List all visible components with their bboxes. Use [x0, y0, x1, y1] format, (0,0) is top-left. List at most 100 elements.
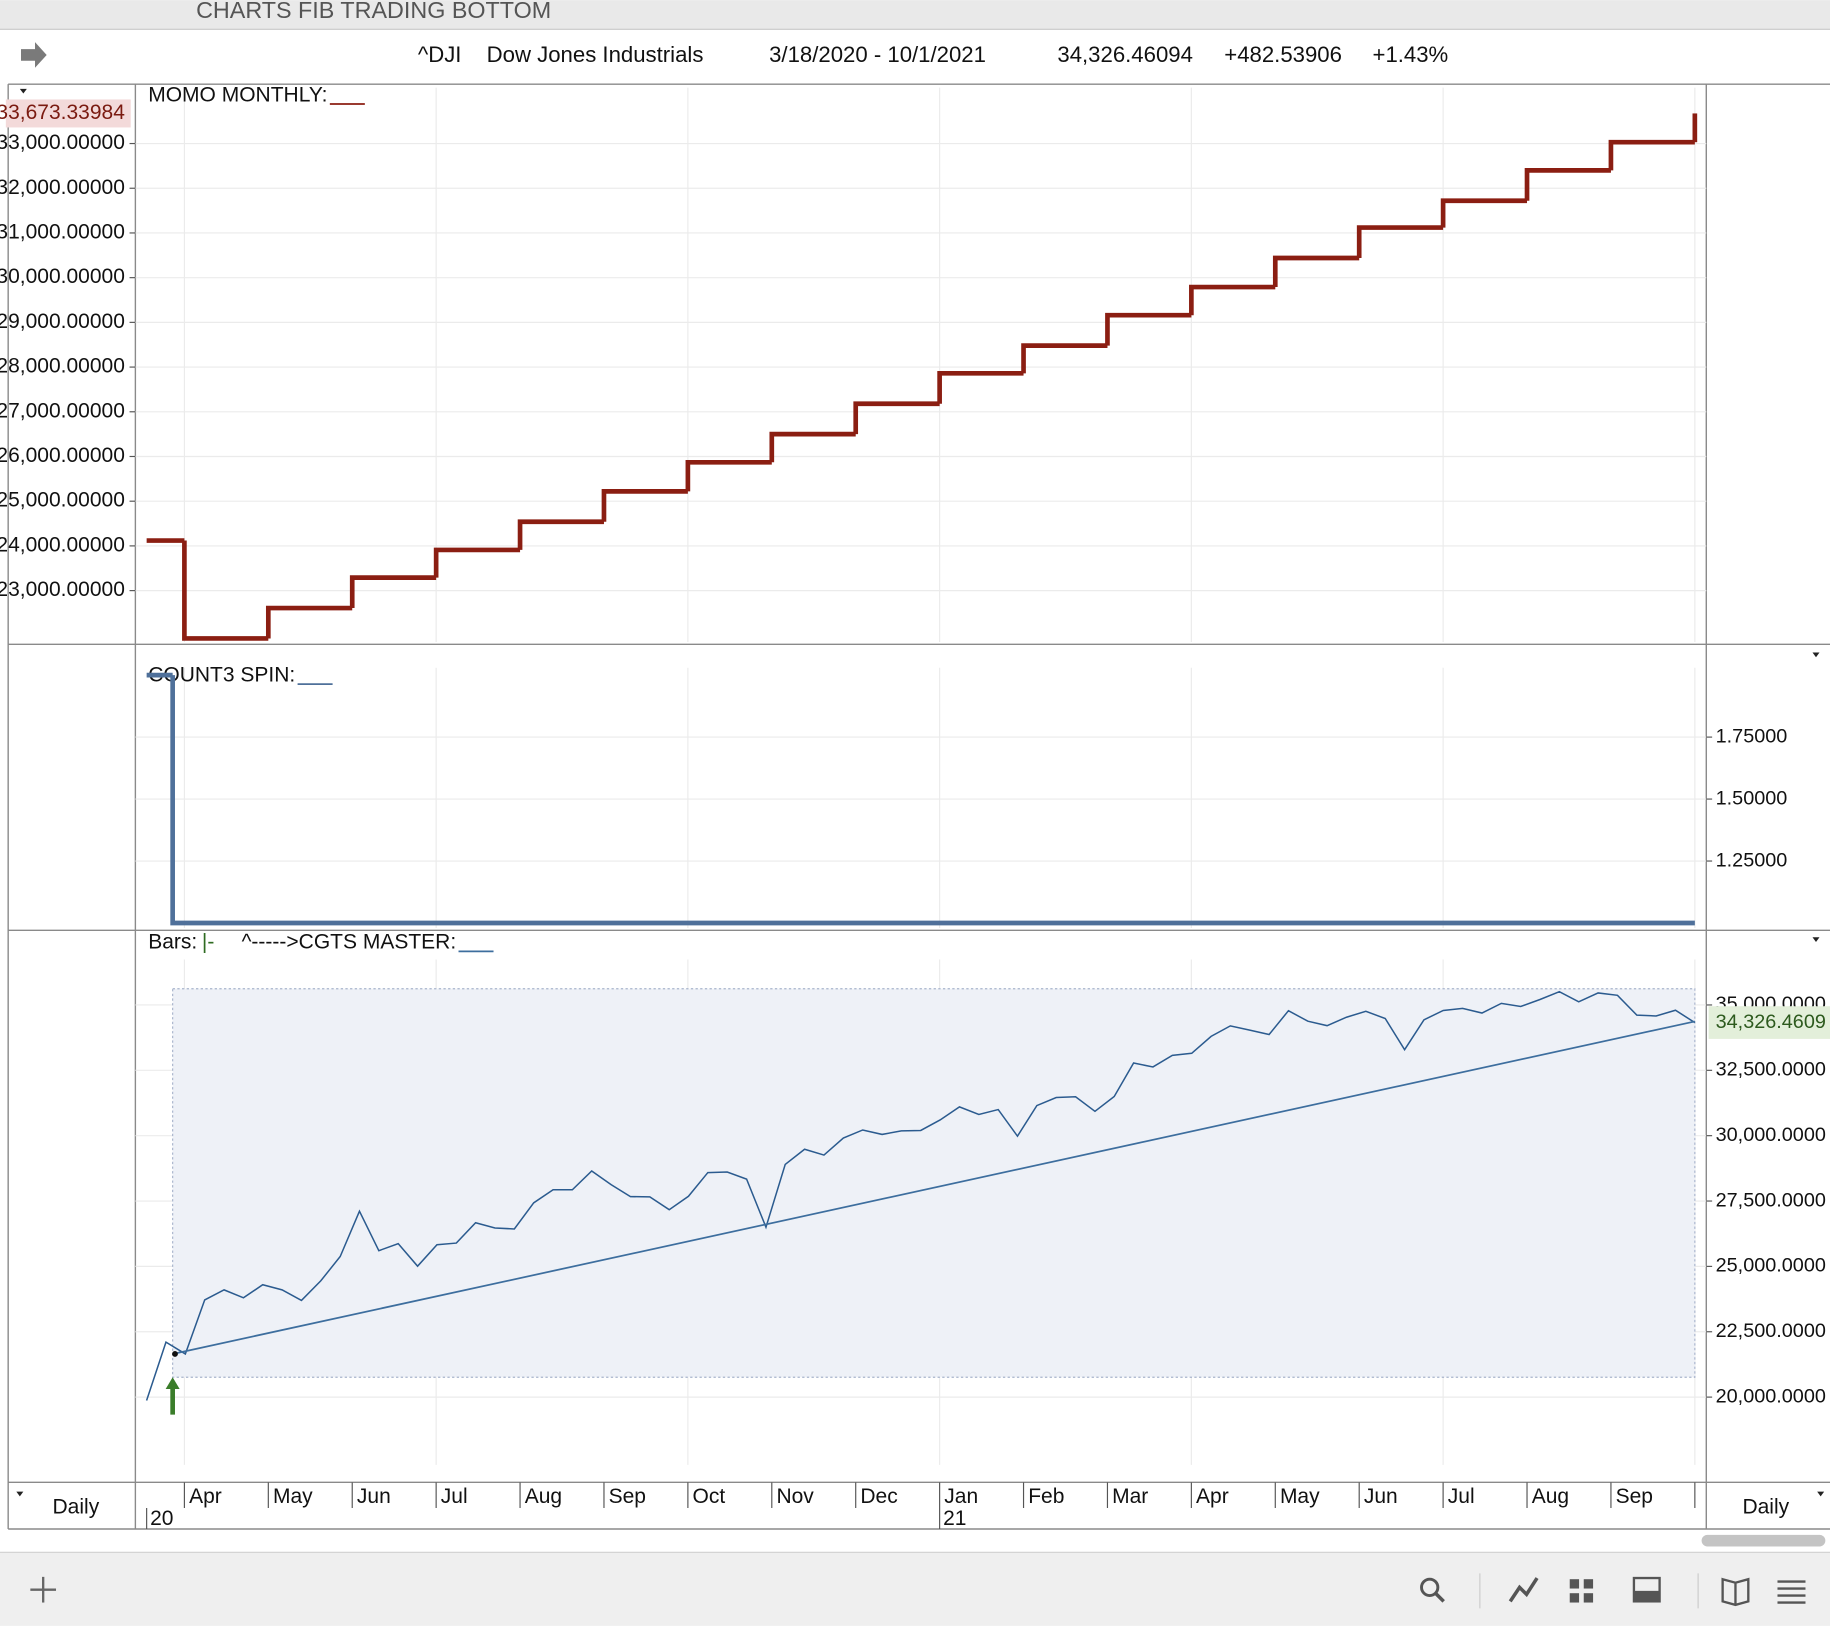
- step-level: [1189, 284, 1276, 316]
- y-tick-label: 28,000.00000: [0, 355, 125, 378]
- add-button[interactable]: [30, 1576, 57, 1603]
- legend-label: Bars:: [148, 931, 197, 954]
- step-level: [170, 675, 1695, 926]
- signal-dot: [172, 1351, 178, 1357]
- step-level: [182, 540, 269, 641]
- x-tick-label: Aug: [525, 1485, 562, 1508]
- step-level: [433, 547, 521, 578]
- plot-area: 23,000.00000 24,000.00000 25,000.00000 26,0…: [0, 83, 1830, 1530]
- x-tick-label: Jul: [441, 1485, 468, 1508]
- y-tick-label: 29,000.00000: [0, 310, 125, 333]
- step-level: [517, 519, 604, 550]
- menu-toggle[interactable]: [16, 1491, 24, 1497]
- price-line: [145, 990, 1696, 1401]
- instrument-name: Dow Jones Industrials: [487, 42, 704, 67]
- menu-toggle[interactable]: [1812, 652, 1820, 658]
- step-level: [349, 575, 437, 609]
- layout-button[interactable]: [1569, 1579, 1594, 1603]
- step-level: [1356, 225, 1444, 258]
- title-bar: [0, 0, 1830, 30]
- legend-label: COUNT3 SPIN:: [148, 663, 295, 686]
- y-tick-label: 31,000.00000: [0, 220, 125, 243]
- x-tick-label: Jun: [357, 1485, 391, 1508]
- step-level: [1105, 312, 1192, 346]
- x-tick-label: May: [1280, 1485, 1320, 1508]
- last-value-box: [5, 99, 131, 128]
- y-tick-label: 1.25000: [1716, 849, 1788, 871]
- search-button[interactable]: [1420, 1577, 1445, 1603]
- step-level: [685, 459, 772, 492]
- book-button[interactable]: [1721, 1577, 1750, 1607]
- last-value-label: 33,673.33984: [0, 101, 125, 124]
- x-tick-label: Nov: [776, 1485, 814, 1508]
- scrollbar[interactable]: [1701, 1534, 1826, 1547]
- step-level: [1440, 198, 1528, 228]
- x-tick-label: Apr: [189, 1485, 222, 1508]
- draw-button[interactable]: [1508, 1577, 1539, 1603]
- x-tick-label: Jul: [1448, 1485, 1475, 1508]
- panel-button[interactable]: [1632, 1576, 1661, 1603]
- y-tick-label: 24,000.00000: [0, 533, 125, 556]
- y-tick-label: 23,000.00000: [0, 578, 125, 601]
- y-tick-label: 22,500.0000: [1716, 1320, 1826, 1342]
- legend-symbol: |-: [202, 931, 214, 954]
- period-label[interactable]: Daily: [53, 1496, 100, 1519]
- symbol: ^DJI: [418, 42, 462, 67]
- y-tick-label: 1.50000: [1716, 787, 1788, 809]
- x-tick-label: Feb: [1028, 1485, 1064, 1508]
- y-tick-label: 30,000.00000: [0, 265, 125, 288]
- x-tick-label: Sep: [1616, 1485, 1653, 1508]
- last-value-label: 34,326.4609: [1716, 1011, 1826, 1033]
- x-tick-label: Oct: [693, 1485, 726, 1508]
- step-level: [1524, 168, 1611, 201]
- year-label: 21: [943, 1507, 966, 1530]
- y-tick-label: 27,500.0000: [1716, 1189, 1826, 1211]
- y-tick-label: 33,000.00000: [0, 131, 125, 154]
- y-tick-label: 1.75000: [1716, 725, 1788, 747]
- x-tick-label: May: [273, 1485, 313, 1508]
- signal-band: [172, 988, 1696, 1378]
- step-level: [601, 489, 688, 522]
- step-level: [1272, 255, 1360, 288]
- y-tick-label: 26,000.00000: [0, 444, 125, 467]
- period-label[interactable]: Daily: [1742, 1496, 1789, 1519]
- step-level: [265, 605, 353, 639]
- y-tick-label: 32,000.00000: [0, 176, 125, 199]
- x-tick-label: Dec: [860, 1485, 897, 1508]
- date-range: 3/18/2020 - 10/1/2021: [769, 42, 986, 67]
- x-tick-label: Apr: [1196, 1485, 1229, 1508]
- step-level: [769, 431, 856, 463]
- y-tick-label: 25,000.0000: [1716, 1255, 1826, 1277]
- legend-label: ^----->CGTS MASTER:: [242, 931, 457, 954]
- x-tick-label: Aug: [1532, 1485, 1569, 1508]
- last-value-box: [1708, 1006, 1830, 1039]
- y-tick-label: 27,000.00000: [0, 399, 125, 422]
- menu-toggle[interactable]: [1812, 937, 1820, 942]
- menu-toggle[interactable]: [1817, 1491, 1825, 1497]
- y-tick-label: 25,000.00000: [0, 489, 125, 512]
- x-tick-label: Mar: [1112, 1485, 1148, 1508]
- y-tick-label: 30,000.0000: [1716, 1124, 1826, 1146]
- year-label: 20: [150, 1507, 173, 1530]
- y-tick-label: 32,500.0000: [1716, 1059, 1826, 1081]
- legend-label: MOMO MONTHLY:: [148, 83, 327, 106]
- forward-button[interactable]: [21, 42, 47, 68]
- signal-arrow: [165, 1377, 180, 1415]
- step-level: [853, 401, 940, 435]
- step-level: [937, 370, 1024, 404]
- step-level: [1021, 343, 1108, 374]
- menu-toggle[interactable]: [19, 88, 27, 94]
- toolbar: [0, 1552, 1830, 1626]
- arrow-icon: [21, 42, 47, 68]
- last-price: 34,326.46094: [1057, 42, 1193, 67]
- x-tick-label: Sep: [609, 1485, 646, 1508]
- price-change: +482.53906: [1224, 42, 1342, 67]
- x-tick-label: Jan: [944, 1485, 978, 1508]
- trend-line: [172, 1020, 1696, 1355]
- window-title: CHARTS FIB TRADING BOTTOM: [196, 0, 551, 23]
- x-tick-label: Jun: [1364, 1485, 1398, 1508]
- percent-change: +1.43%: [1373, 42, 1449, 67]
- y-tick-label: 20,000.0000: [1716, 1385, 1826, 1407]
- list-button[interactable]: [1777, 1580, 1806, 1604]
